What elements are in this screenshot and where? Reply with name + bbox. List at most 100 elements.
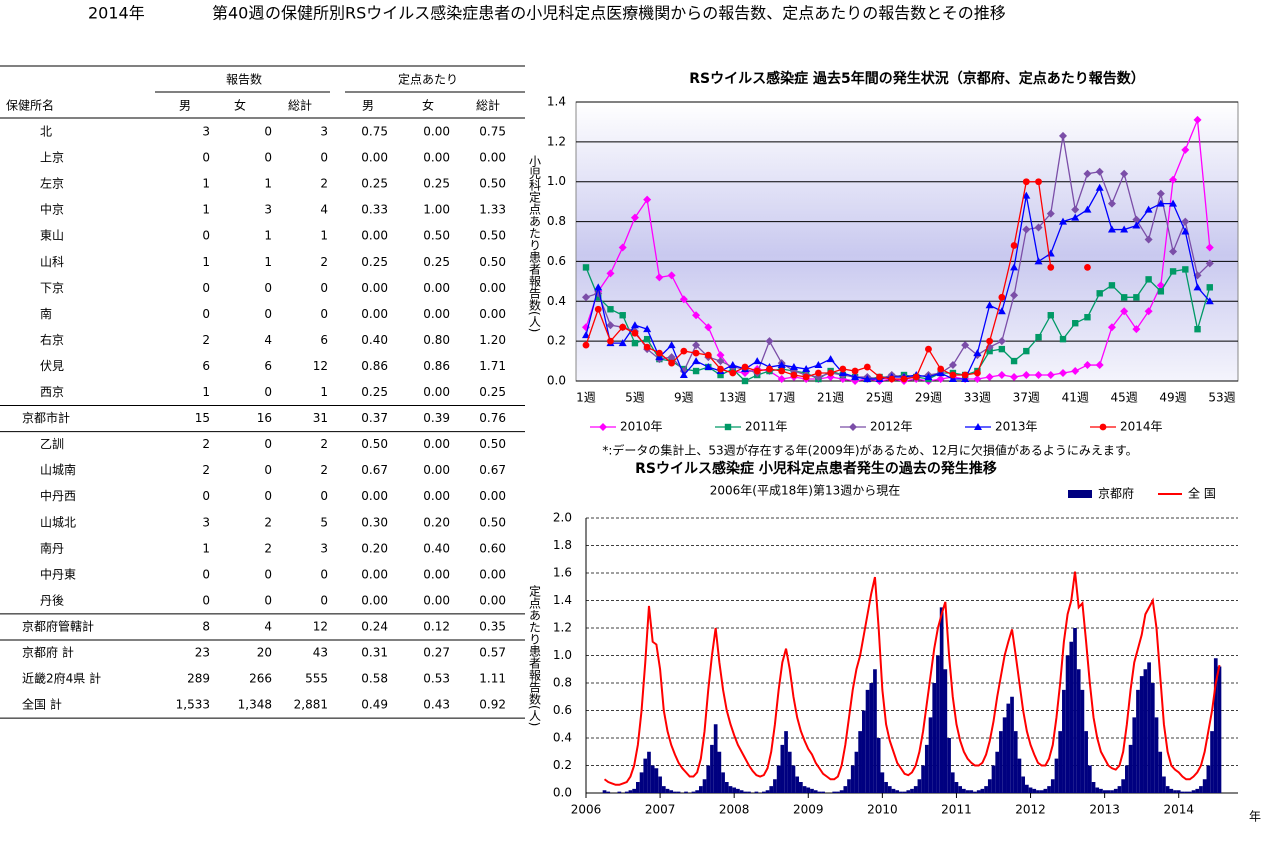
bar <box>1058 731 1063 793</box>
marker <box>1010 242 1018 249</box>
office-name: 山科 <box>40 255 64 269</box>
bar <box>628 790 633 793</box>
x-tick-label: 25週 <box>866 391 893 405</box>
table-cell: 0.00 <box>361 307 388 321</box>
marker <box>667 271 676 280</box>
marker <box>631 339 639 347</box>
bar <box>1002 717 1007 793</box>
bar <box>976 790 981 793</box>
bar <box>728 786 733 793</box>
marker <box>692 349 700 357</box>
bar <box>980 788 985 793</box>
table-cell: 1 <box>202 541 210 555</box>
header-year: 2014年 <box>88 4 145 23</box>
table-cell: 0.24 <box>361 619 388 633</box>
marker <box>667 353 676 362</box>
marker <box>849 423 857 431</box>
bar <box>1128 744 1133 793</box>
table-cell: 0.50 <box>479 515 506 529</box>
column-header: 男 <box>362 99 374 113</box>
marker <box>643 195 652 204</box>
bar <box>1021 776 1025 793</box>
bar <box>895 790 900 793</box>
marker <box>704 323 713 332</box>
bar <box>706 765 711 793</box>
table-cell: 0 <box>202 281 210 295</box>
marker <box>607 306 614 313</box>
table-cell: 1 <box>264 229 272 243</box>
marker <box>1144 205 1153 213</box>
table-cell: 0.37 <box>361 411 388 425</box>
column-header: 総計 <box>288 98 312 113</box>
bar <box>602 790 607 793</box>
marker <box>790 371 798 379</box>
marker <box>1083 169 1092 178</box>
table-cell: 2 <box>202 333 210 347</box>
marker <box>1107 225 1116 233</box>
y-axis-label: 小児科定点あたり患者報告数(人) <box>528 155 542 333</box>
column-header: 総計 <box>476 98 500 113</box>
marker <box>680 347 688 355</box>
table-cell: 1 <box>202 385 210 399</box>
marker <box>1193 283 1202 291</box>
marker <box>827 369 835 377</box>
y-tick-label: 1.0 <box>553 648 572 662</box>
table-cell: 3 <box>320 125 328 139</box>
bar <box>1132 717 1137 793</box>
bar <box>769 786 774 793</box>
table-cell: 43 <box>313 646 328 660</box>
bar <box>1173 790 1177 793</box>
bar <box>1176 790 1181 793</box>
bar <box>710 744 714 793</box>
series-line <box>603 571 1221 786</box>
marker <box>692 367 700 375</box>
marker <box>606 321 615 330</box>
bar <box>1024 784 1029 793</box>
bar <box>802 786 807 793</box>
marker <box>1034 371 1043 380</box>
bar <box>1217 666 1222 793</box>
table-cell: 1,533 <box>176 698 210 712</box>
bar <box>987 779 992 793</box>
bar <box>817 791 822 793</box>
bar <box>1213 658 1218 793</box>
office-name: 下京 <box>40 281 64 295</box>
marker <box>692 311 701 320</box>
bar <box>1043 788 1048 793</box>
table-cell: 6 <box>264 359 272 373</box>
marker <box>1205 259 1214 268</box>
marker <box>1096 290 1103 297</box>
bar <box>636 782 640 793</box>
table-cell: 15 <box>195 411 210 425</box>
marker <box>814 361 823 369</box>
bar <box>891 788 896 793</box>
office-name: 北 <box>40 125 52 139</box>
table-cell: 1,348 <box>238 698 272 712</box>
table-cell: 0 <box>320 307 328 321</box>
marker <box>777 375 786 384</box>
table-cell: 5 <box>320 515 328 529</box>
bar <box>973 791 977 793</box>
marker <box>679 295 688 304</box>
bar <box>984 786 988 793</box>
bar <box>669 790 674 793</box>
x-tick-label: 2013 <box>1089 803 1120 817</box>
table-cell: 0.12 <box>423 619 450 633</box>
marker <box>802 365 811 373</box>
table-cell: 0 <box>202 489 210 503</box>
table-cell: 0.00 <box>361 567 388 581</box>
bar <box>884 782 888 793</box>
marker <box>1046 371 1055 380</box>
marker <box>1120 225 1129 233</box>
table-cell: 0 <box>264 593 272 607</box>
bar <box>1125 765 1129 793</box>
table-cell: 0.00 <box>479 489 506 503</box>
marker <box>1035 333 1042 341</box>
table-cell: 1 <box>320 385 328 399</box>
marker <box>1095 183 1104 191</box>
x-axis-unit: 年 <box>1249 810 1261 824</box>
bar <box>1084 731 1088 793</box>
bar <box>921 765 925 793</box>
marker <box>924 373 933 381</box>
bar <box>617 791 622 793</box>
